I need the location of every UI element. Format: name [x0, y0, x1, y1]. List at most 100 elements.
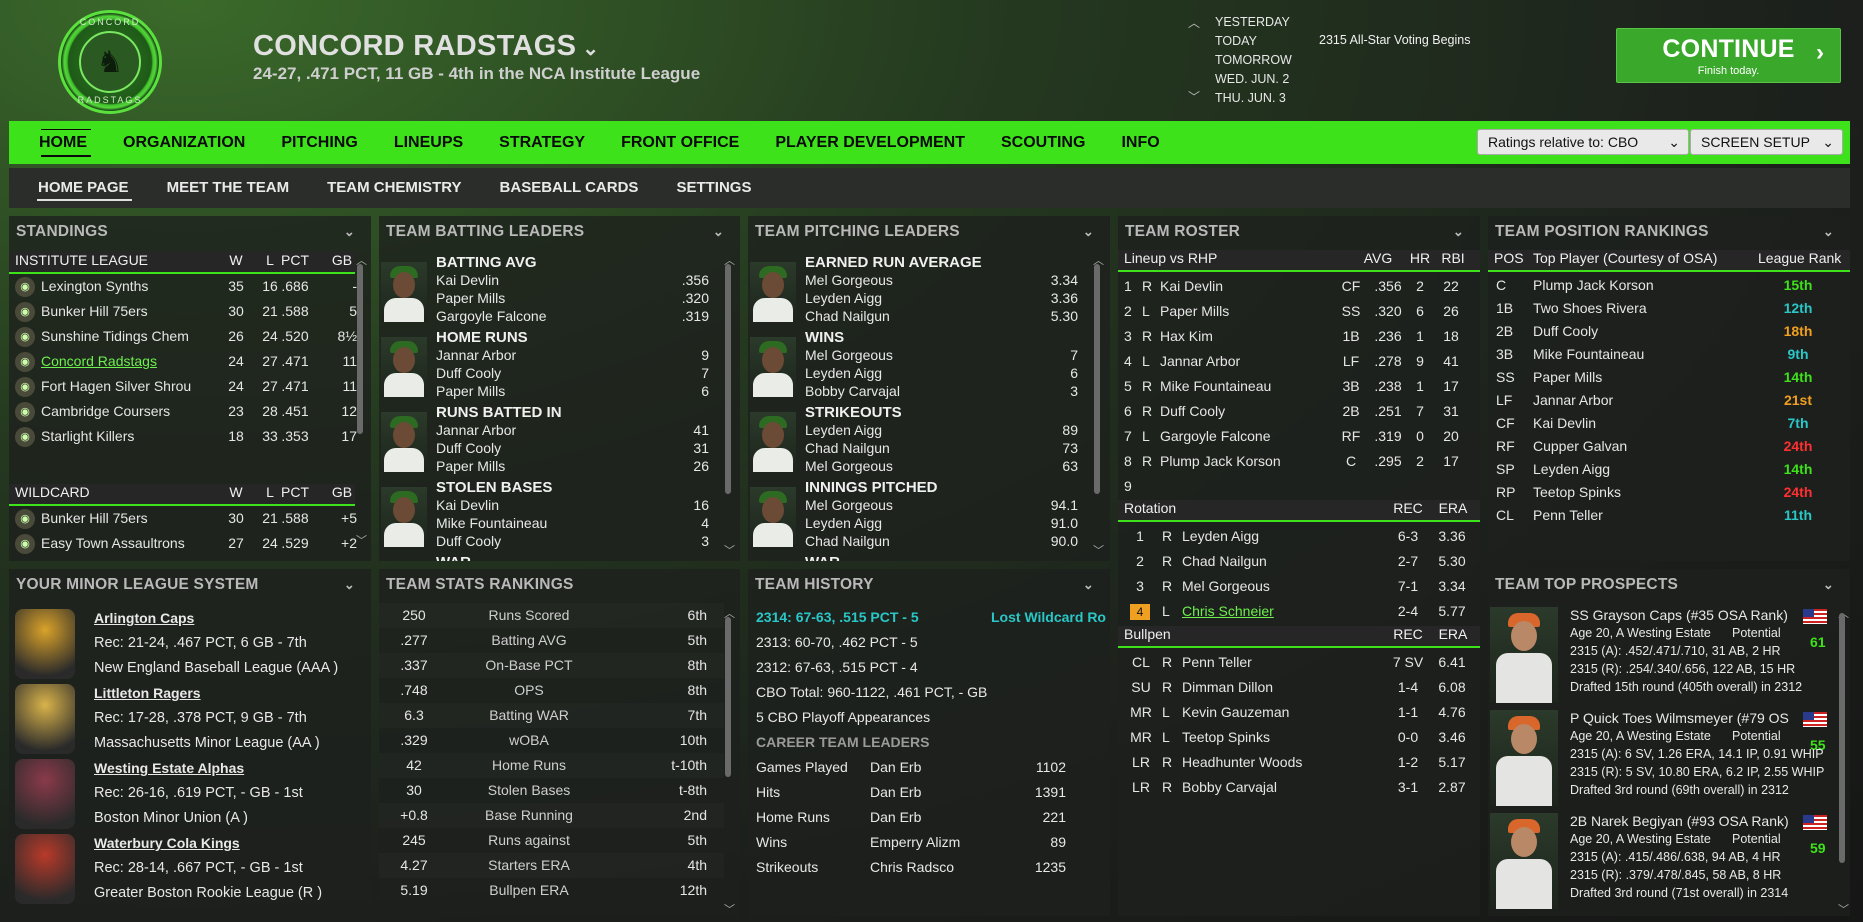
standings-row[interactable]: ◉ Bunker Hill 75ers 30 21.588 5	[9, 299, 357, 324]
position-row[interactable]: 2B Duff Cooly 18th	[1488, 320, 1850, 343]
tab-home-page[interactable]: HOME PAGE	[19, 168, 148, 208]
continue-button[interactable]: CONTINUE Finish today. ›	[1616, 28, 1841, 83]
leader-name[interactable]: Kai Devlin	[436, 497, 500, 513]
position-player[interactable]: Plump Jack Korson	[1533, 277, 1654, 293]
rotation-row[interactable]: 4 L Chris Schneier 2-4 5.77	[1118, 599, 1480, 624]
leader-name[interactable]: Duff Cooly	[436, 365, 502, 381]
leader-name[interactable]: Chad Nailgun	[805, 308, 890, 324]
player-headshot[interactable]	[750, 337, 796, 397]
leader-name[interactable]: Leyden Aigg	[805, 290, 883, 306]
leader-category[interactable]: BATTING AVG	[436, 254, 537, 271]
bullpen-row[interactable]: LR R Headhunter Woods 1-2 5.17	[1118, 750, 1480, 775]
position-row[interactable]: 3B Mike Fountaineau 9th	[1488, 343, 1850, 366]
position-player[interactable]: Cupper Galvan	[1533, 438, 1628, 454]
lineup-row[interactable]: 2 L Paper Mills SS .320 6 26	[1118, 299, 1480, 324]
team-name[interactable]: Concord Radstags	[41, 353, 157, 369]
lineup-cell[interactable]: Gargoyle Falcone	[1160, 428, 1271, 444]
player-headshot[interactable]	[381, 412, 427, 472]
position-player[interactable]: Kai Devlin	[1533, 415, 1597, 431]
position-row[interactable]: CL Penn Teller 11th	[1488, 504, 1850, 527]
leader-name[interactable]: Leyden Aigg	[805, 515, 883, 531]
leader-name[interactable]: Leyden Aigg	[805, 365, 883, 381]
leader-category[interactable]: HOME RUNS	[436, 329, 528, 346]
rotation-cell[interactable]: Leyden Aigg	[1182, 528, 1260, 544]
nav-front-office[interactable]: FRONT OFFICE	[621, 134, 740, 151]
leader-category[interactable]: EARNED RUN AVERAGE	[805, 254, 982, 271]
standings-row[interactable]: ◉ Fort Hagen Silver Shrou 24 27.471 11	[9, 374, 357, 399]
rotation-row[interactable]: 3 R Mel Gorgeous 7-1 3.34	[1118, 574, 1480, 599]
leader-name[interactable]: Mike Fountaineau	[436, 515, 548, 531]
standings-row[interactable]: ◉ Concord Radstags 24 27.471 11	[9, 349, 357, 374]
bullpen-cell[interactable]: Bobby Carvajal	[1182, 779, 1277, 795]
lineup-row[interactable]: 8 R Plump Jack Korson C .295 2 17	[1118, 449, 1480, 474]
leader-name[interactable]: Gargoyle Falcone	[436, 308, 547, 324]
scrollbar[interactable]	[1094, 264, 1100, 494]
standings-row[interactable]: ◉ Easy Town Assaultrons 27 24.529 +2	[9, 531, 357, 556]
ratings-select[interactable]: Ratings relative to: CBO ⌄	[1477, 129, 1689, 155]
leader-name[interactable]: Leyden Aigg	[805, 422, 883, 438]
lineup-row[interactable]: 3 R Hax Kim 1B .236 1 18	[1118, 324, 1480, 349]
scrollbar[interactable]	[725, 264, 731, 494]
nav-strategy[interactable]: STRATEGY	[499, 134, 586, 151]
rotation-row[interactable]: 2 R Chad Nailgun 2-7 5.30	[1118, 549, 1480, 574]
nav-lineups[interactable]: LINEUPS	[393, 134, 464, 151]
bullpen-cell[interactable]: Penn Teller	[1182, 654, 1252, 670]
rotation-cell[interactable]: Chad Nailgun	[1182, 553, 1267, 569]
lineup-row[interactable]: 4 L Jannar Arbor LF .278 9 41	[1118, 349, 1480, 374]
scroll-up-icon[interactable]: ︿	[724, 608, 735, 620]
player-headshot[interactable]	[750, 487, 796, 547]
position-row[interactable]: LF Jannar Arbor 21st	[1488, 389, 1850, 412]
leader-name[interactable]: Paper Mills	[436, 383, 506, 399]
bullpen-cell[interactable]: Kevin Gauzeman	[1182, 704, 1290, 720]
rotation-cell[interactable]: Chris Schneier	[1182, 603, 1274, 619]
chevron-down-icon[interactable]: ⌄	[343, 224, 355, 239]
chevron-down-icon[interactable]: ⌄	[1822, 577, 1834, 592]
lineup-cell[interactable]: Plump Jack Korson	[1160, 453, 1281, 469]
standings-row[interactable]: ◉ Bunker Hill 75ers 30 21.588 +5	[9, 506, 357, 531]
leader-player[interactable]: Emperry Alizm	[870, 834, 961, 850]
chevron-down-icon[interactable]: ⌄	[1082, 577, 1094, 592]
position-player[interactable]: Leyden Aigg	[1533, 461, 1611, 477]
player-headshot[interactable]	[750, 412, 796, 472]
lineup-cell[interactable]: Paper Mills	[1160, 303, 1230, 319]
lineup-cell[interactable]: Kai Devlin	[1160, 278, 1224, 294]
player-headshot[interactable]	[750, 262, 796, 322]
bullpen-cell[interactable]: Teetop Spinks	[1182, 729, 1270, 745]
position-row[interactable]: RP Teetop Spinks 24th	[1488, 481, 1850, 504]
position-row[interactable]: 1B Two Shoes Rivera 12th	[1488, 297, 1850, 320]
scroll-down-icon[interactable]: ﹀	[356, 535, 367, 547]
date-wed[interactable]: WED. JUN. 2	[1215, 72, 1290, 86]
leader-name[interactable]: Chad Nailgun	[805, 533, 890, 549]
team-logo[interactable]: CONCORD ♞ RADSTAGS	[58, 10, 162, 114]
position-row[interactable]: SS Paper Mills 14th	[1488, 366, 1850, 389]
leader-name[interactable]: Mel Gorgeous	[805, 272, 893, 288]
scrollbar[interactable]	[1839, 613, 1845, 863]
scroll-down-icon[interactable]: ﹀	[1093, 545, 1104, 557]
position-player[interactable]: Two Shoes Rivera	[1533, 300, 1647, 316]
nav-scouting[interactable]: SCOUTING	[1000, 134, 1086, 151]
leader-name[interactable]: Mel Gorgeous	[805, 458, 893, 474]
chevron-down-icon[interactable]: ⌄	[1452, 224, 1464, 239]
minor-team-name[interactable]: Littleton Ragers	[94, 685, 201, 701]
leader-name[interactable]: Mel Gorgeous	[805, 347, 893, 363]
scroll-down-icon[interactable]: ﹀	[724, 904, 735, 916]
prospect-headshot[interactable]	[1490, 813, 1558, 909]
lineup-row[interactable]: 6 R Duff Cooly 2B .251 7 31	[1118, 399, 1480, 424]
position-player[interactable]: Paper Mills	[1533, 369, 1603, 385]
leader-name[interactable]: Paper Mills	[436, 458, 506, 474]
leader-category[interactable]: STRIKEOUTS	[805, 404, 902, 421]
chevron-down-icon[interactable]: ⌄	[343, 577, 355, 592]
lineup-row[interactable]: 1 R Kai Devlin CF .356 2 22	[1118, 274, 1480, 299]
standings-row[interactable]: ◉ Cambridge Coursers 23 28.451 12	[9, 399, 357, 424]
lineup-cell[interactable]: Hax Kim	[1160, 328, 1213, 344]
prospect-headshot[interactable]	[1490, 607, 1558, 703]
leader-name[interactable]: Chad Nailgun	[805, 440, 890, 456]
scroll-down-icon[interactable]: ﹀	[1838, 904, 1849, 916]
team-name[interactable]: CONCORD RADSTAGS ⌄	[253, 30, 599, 63]
scroll-up-icon[interactable]: ︿	[724, 255, 735, 267]
date-tomorrow[interactable]: TOMORROW	[1215, 53, 1292, 67]
bullpen-row[interactable]: SU R Dimman Dillon 1-4 6.08	[1118, 675, 1480, 700]
position-player[interactable]: Duff Cooly	[1533, 323, 1599, 339]
leader-category[interactable]: WINS	[805, 329, 845, 346]
prospect-headshot[interactable]	[1490, 710, 1558, 806]
